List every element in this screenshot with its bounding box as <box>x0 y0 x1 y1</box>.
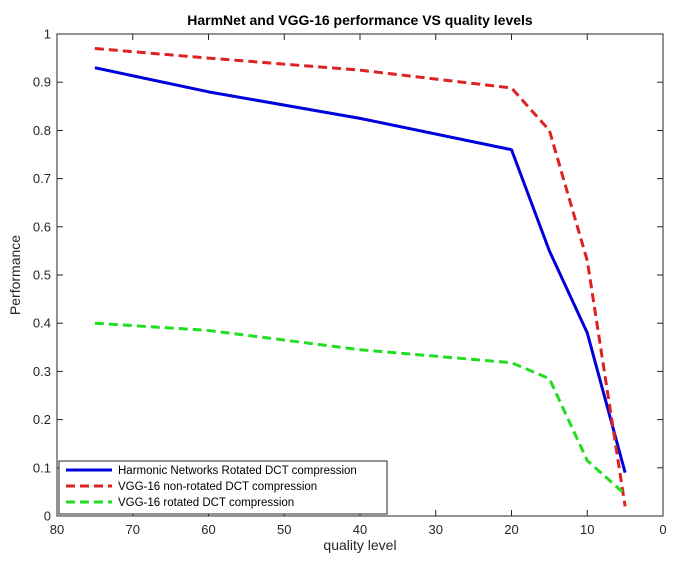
series-line-1 <box>94 66 627 474</box>
ticks-layer: 80 70 60 50 40 30 20 10 0 0 0.1 0.2 0.3 0.4 0.5 0.6 0.7 0… <box>33 27 667 538</box>
series-line-3 <box>94 321 627 496</box>
x-axis-label: quality level <box>323 537 396 553</box>
x-tick-label: 80 <box>50 522 64 537</box>
series-line-2 <box>94 46 627 507</box>
x-tick-label: 70 <box>126 522 140 537</box>
y-tick-label: 1 <box>44 27 51 42</box>
y-tick-label: 0.6 <box>33 219 51 234</box>
x-tick-label: 10 <box>580 522 594 537</box>
y-tick-label: 0.9 <box>33 75 51 90</box>
y-tick-label: 0.1 <box>33 460 51 475</box>
plot-area <box>57 34 663 516</box>
y-tick-label: 0.5 <box>33 268 51 283</box>
x-tick-label: 20 <box>504 522 518 537</box>
legend: Harmonic Networks Rotated DCT compressio… <box>58 460 388 515</box>
y-tick-label: 0.4 <box>33 316 51 331</box>
y-tick-label: 0.3 <box>33 364 51 379</box>
y-tick-label: 0.7 <box>33 171 51 186</box>
y-tick-label: 0.2 <box>33 412 51 427</box>
x-tick-label: 40 <box>353 522 367 537</box>
y-tick-label: 0 <box>44 509 51 524</box>
y-tick-label: 0.8 <box>33 123 51 138</box>
chart-title: HarmNet and VGG-16 performance VS qualit… <box>187 12 533 28</box>
x-tick-label: 50 <box>277 522 291 537</box>
x-tick-label: 60 <box>201 522 215 537</box>
legend-items: Harmonic Networks Rotated DCT compressio… <box>66 465 357 509</box>
legend-label-1: Harmonic Networks Rotated DCT compressio… <box>118 465 357 477</box>
legend-label-3: VGG-16 rotated DCT compression <box>118 497 294 509</box>
y-axis-label: Performance <box>7 235 23 315</box>
x-tick-label: 30 <box>429 522 443 537</box>
x-tick-label: 0 <box>659 522 666 537</box>
series-layer <box>94 46 627 507</box>
legend-box <box>58 460 388 515</box>
legend-label-2: VGG-16 non-rotated DCT compression <box>118 481 317 493</box>
